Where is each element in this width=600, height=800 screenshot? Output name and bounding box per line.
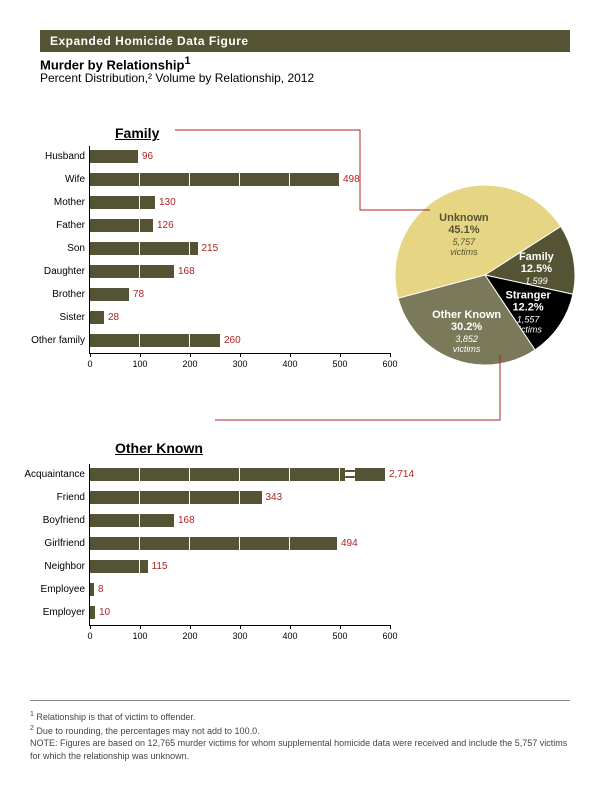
bar [90, 288, 129, 301]
footnote-2: 2 Due to rounding, the percentages may n… [30, 724, 570, 738]
bar [90, 468, 385, 481]
bar-label: Acquaintance [15, 469, 85, 480]
bar [90, 583, 94, 596]
bar [90, 242, 198, 255]
header-bar: Expanded Homicide Data Figure [40, 30, 570, 52]
bar-value: 2,714 [389, 469, 414, 480]
tick-mark [140, 625, 141, 629]
bar-label: Employee [15, 584, 85, 595]
bar-label: Friend [15, 492, 85, 503]
tick-label: 300 [232, 359, 247, 369]
bar-label: Girlfriend [15, 538, 85, 549]
bar [90, 265, 174, 278]
bar [90, 514, 174, 527]
bar-value: 96 [142, 151, 153, 162]
tick-mark [140, 353, 141, 357]
bar-label: Son [15, 243, 85, 254]
bar [90, 196, 155, 209]
family-chart-title: Family [115, 125, 159, 141]
page: Expanded Homicide Data Figure Murder by … [0, 0, 600, 800]
tick-label: 200 [182, 359, 197, 369]
tick-label: 300 [232, 631, 247, 641]
footnote-note: NOTE: Figures are based on 12,765 murder… [30, 737, 570, 762]
bar-label: Employer [15, 607, 85, 618]
bar-value: 8 [98, 584, 104, 595]
tick-label: 400 [282, 631, 297, 641]
y-axis [89, 464, 90, 625]
bar [90, 606, 95, 619]
bar [90, 219, 153, 232]
tick-label: 100 [132, 631, 147, 641]
footnotes: 1 Relationship is that of victim to offe… [30, 710, 570, 762]
subtitle-secondary: Percent Distribution,² Volume by Relatio… [40, 71, 314, 85]
bar-value: 168 [178, 515, 195, 526]
tick-mark [90, 625, 91, 629]
bar-label: Other family [15, 335, 85, 346]
bar [90, 150, 138, 163]
tick-label: 500 [332, 631, 347, 641]
pie-chart: Unknown45.1%5,757victimsFamily12.5%1,599… [390, 180, 580, 370]
subtitle-main: Murder by Relationship1 [40, 55, 191, 72]
tick-label: 200 [182, 631, 197, 641]
bar-value: 78 [133, 289, 144, 300]
tick-label: 0 [87, 631, 92, 641]
bar [90, 311, 104, 324]
bar [90, 173, 339, 186]
tick-mark [90, 353, 91, 357]
bar-value: 168 [178, 266, 195, 277]
tick-label: 0 [87, 359, 92, 369]
tick-mark [240, 625, 241, 629]
tick-mark [340, 353, 341, 357]
bar-label: Sister [15, 312, 85, 323]
tick-label: 400 [282, 359, 297, 369]
tick-label: 100 [132, 359, 147, 369]
bar-value: 215 [202, 243, 219, 254]
bar [90, 491, 262, 504]
footnote-1: 1 Relationship is that of victim to offe… [30, 710, 570, 724]
bar-value: 343 [266, 492, 283, 503]
bar-label: Mother [15, 197, 85, 208]
bar-value: 115 [152, 561, 168, 572]
tick-mark [190, 625, 191, 629]
bar-value: 494 [341, 538, 358, 549]
bar-value: 260 [224, 335, 241, 346]
bar-label: Husband [15, 151, 85, 162]
tick-mark [390, 625, 391, 629]
bar-label: Wife [15, 174, 85, 185]
y-axis [89, 146, 90, 353]
bar-value: 126 [157, 220, 174, 231]
bar-value: 130 [159, 197, 176, 208]
footnote-divider [30, 700, 570, 701]
bar-label: Neighbor [15, 561, 85, 572]
connectors [0, 0, 600, 800]
bar-label: Daughter [15, 266, 85, 277]
bar-value: 10 [99, 607, 110, 618]
bar-label: Boyfriend [15, 515, 85, 526]
other-chart-title: Other Known [115, 440, 203, 456]
tick-mark [290, 353, 291, 357]
bar [90, 560, 148, 573]
tick-label: 600 [382, 631, 397, 641]
tick-mark [290, 625, 291, 629]
bar-label: Brother [15, 289, 85, 300]
bar-label: Father [15, 220, 85, 231]
tick-mark [190, 353, 191, 357]
bar [90, 334, 220, 347]
tick-label: 500 [332, 359, 347, 369]
bar-value: 28 [108, 312, 119, 323]
tick-mark [340, 625, 341, 629]
break-mark [345, 467, 355, 482]
bar [90, 537, 337, 550]
tick-mark [240, 353, 241, 357]
bar-value: 498 [343, 174, 360, 185]
